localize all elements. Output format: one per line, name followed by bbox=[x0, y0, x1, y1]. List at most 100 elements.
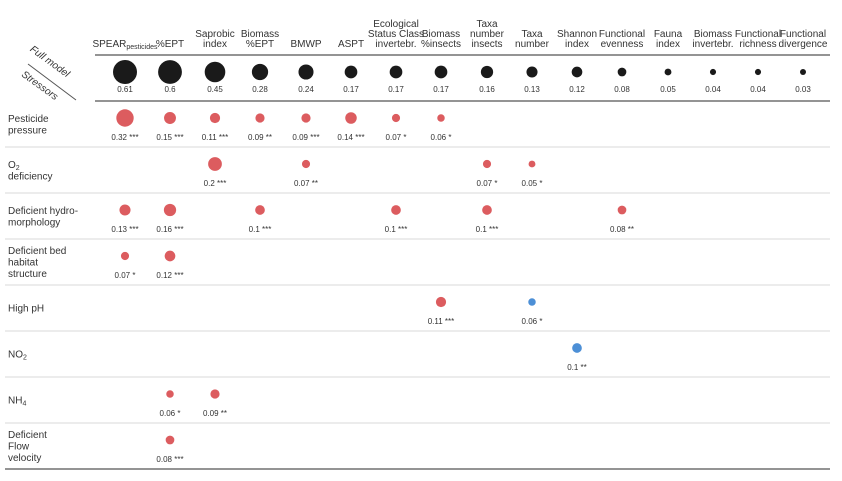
column-header: Biomass %insects bbox=[421, 29, 461, 50]
row-label: O2 deficiency bbox=[8, 160, 52, 183]
stressor-value-label: 0.32 *** bbox=[111, 133, 138, 142]
full-model-value-label: 0.04 bbox=[750, 85, 766, 94]
full-model-value-label: 0.05 bbox=[660, 85, 676, 94]
full-model-value-label: 0.17 bbox=[433, 85, 449, 94]
full-model-bubble bbox=[800, 69, 806, 75]
full-model-value-label: 0.08 bbox=[614, 85, 630, 94]
stressor-bubble bbox=[482, 205, 492, 215]
stressor-value-label: 0.09 *** bbox=[292, 133, 319, 142]
row-label: High pH bbox=[8, 304, 44, 315]
stressor-bubble bbox=[255, 205, 265, 215]
full-model-bubble bbox=[571, 66, 583, 78]
stressor-bubble bbox=[437, 114, 445, 122]
stressor-bubble bbox=[391, 205, 401, 215]
full-model-bubble bbox=[709, 68, 717, 76]
full-model-bubble bbox=[480, 65, 494, 79]
stressor-bubble bbox=[345, 112, 357, 124]
column-header: Saprobic index bbox=[195, 29, 234, 50]
column-header: BMWP bbox=[290, 39, 321, 50]
stressor-bubble bbox=[120, 251, 130, 261]
stressor-bubble bbox=[209, 112, 221, 124]
row-label: Deficient bed habitat structure bbox=[8, 246, 66, 280]
row-label: Pesticide pressure bbox=[8, 114, 49, 137]
stressor-value-label: 0.05 * bbox=[522, 179, 543, 188]
full-model-value-label: 0.17 bbox=[388, 85, 404, 94]
stressor-value-label: 0.09 ** bbox=[248, 133, 272, 142]
stressor-value-label: 0.06 * bbox=[160, 409, 181, 418]
row-label: NH4 bbox=[8, 396, 26, 408]
stressor-bubble bbox=[164, 250, 176, 262]
stressor-value-label: 0.07 * bbox=[477, 179, 498, 188]
full-model-bubble bbox=[158, 60, 182, 84]
stressor-value-label: 0.16 *** bbox=[156, 225, 183, 234]
column-header: Biomass invertebr. bbox=[692, 29, 733, 50]
full-model-bubble bbox=[251, 63, 269, 81]
full-model-row: 0.61 0.6 0.45 0.28 0.24 0.17 0.17 0.17 0.16 0.13 0… bbox=[113, 60, 811, 94]
stressor-bubble bbox=[163, 203, 177, 217]
stressor-value-label: 0.06 * bbox=[522, 317, 543, 326]
stressor-value-label: 0.1 *** bbox=[385, 225, 408, 234]
full-model-bubble bbox=[344, 65, 358, 79]
stressor-value-label: 0.1 *** bbox=[476, 225, 499, 234]
stressor-bubble bbox=[301, 113, 311, 123]
full-model-bubble bbox=[113, 60, 137, 84]
column-header: Functional evenness bbox=[599, 29, 645, 50]
stressor-bubble bbox=[617, 205, 627, 215]
column-header: Fauna index bbox=[654, 29, 683, 50]
stressor-value-label: 0.11 *** bbox=[428, 317, 455, 326]
full-model-value-label: 0.04 bbox=[705, 85, 721, 94]
full-model-bubble bbox=[617, 67, 627, 77]
stressor-value-label: 0.07 * bbox=[386, 133, 407, 142]
stressor-value-label: 0.11 *** bbox=[202, 133, 229, 142]
row-label: Deficient Flow velocity bbox=[8, 430, 47, 464]
stressor-value-label: 0.09 ** bbox=[203, 409, 227, 418]
full-model-bubble bbox=[434, 65, 448, 79]
column-header: Shannon index bbox=[557, 29, 597, 50]
full-model-value-label: 0.16 bbox=[479, 85, 495, 94]
stressor-bubble bbox=[116, 109, 134, 127]
stressor-rows: Pesticide pressure 0.32 *** 0.15 *** 0.11 **… bbox=[8, 109, 634, 464]
full-model-bubble bbox=[664, 68, 672, 76]
full-model-value-label: 0.6 bbox=[164, 85, 176, 94]
stressor-value-label: 0.15 *** bbox=[156, 133, 183, 142]
full-model-bubble bbox=[389, 65, 403, 79]
column-header: Taxa number insects bbox=[470, 19, 505, 50]
full-model-value-label: 0.61 bbox=[117, 85, 133, 94]
column-header: Functional divergence bbox=[779, 29, 828, 50]
stressor-bubble bbox=[528, 298, 536, 306]
stressor-bubble bbox=[164, 112, 176, 124]
stressor-bubble bbox=[210, 389, 220, 399]
column-header: Biomass %EPT bbox=[241, 29, 279, 50]
full-model-bubble bbox=[754, 68, 762, 76]
column-header: %EPT bbox=[156, 39, 184, 50]
column-header: SPEARpesticides bbox=[92, 39, 158, 51]
stressor-value-label: 0.07 ** bbox=[294, 179, 318, 188]
stressor-bubble bbox=[528, 160, 536, 168]
stressor-bubble bbox=[255, 113, 265, 123]
column-headers: SPEARpesticides%EPT Saprobic index Biomass%… bbox=[92, 19, 827, 51]
stressor-value-label: 0.06 * bbox=[431, 133, 452, 142]
grid-lines bbox=[5, 54, 830, 470]
stressor-bubble bbox=[435, 296, 447, 308]
stressor-bubble bbox=[119, 204, 131, 216]
stressor-value-label: 0.2 *** bbox=[204, 179, 227, 188]
full-model-value-label: 0.24 bbox=[298, 85, 314, 94]
column-header: ASPT bbox=[338, 39, 364, 50]
stressor-bubble bbox=[208, 157, 222, 171]
full-model-bubble bbox=[204, 61, 226, 83]
row-label: NO2 bbox=[8, 350, 27, 362]
stressor-bubble bbox=[165, 435, 175, 445]
stressor-bubble bbox=[391, 113, 401, 123]
full-model-bubble bbox=[526, 66, 538, 78]
stressor-value-label: 0.14 *** bbox=[337, 133, 364, 142]
column-header: Functional richness bbox=[735, 29, 781, 50]
stressor-value-label: 0.1 ** bbox=[567, 363, 587, 372]
full-model-value-label: 0.12 bbox=[569, 85, 585, 94]
full-model-bubble bbox=[298, 64, 314, 80]
stressor-bubble bbox=[301, 159, 311, 169]
full-model-value-label: 0.28 bbox=[252, 85, 268, 94]
stressor-value-label: 0.12 *** bbox=[156, 271, 183, 280]
stressor-value-label: 0.07 * bbox=[115, 271, 136, 280]
stressor-value-label: 0.08 ** bbox=[610, 225, 634, 234]
